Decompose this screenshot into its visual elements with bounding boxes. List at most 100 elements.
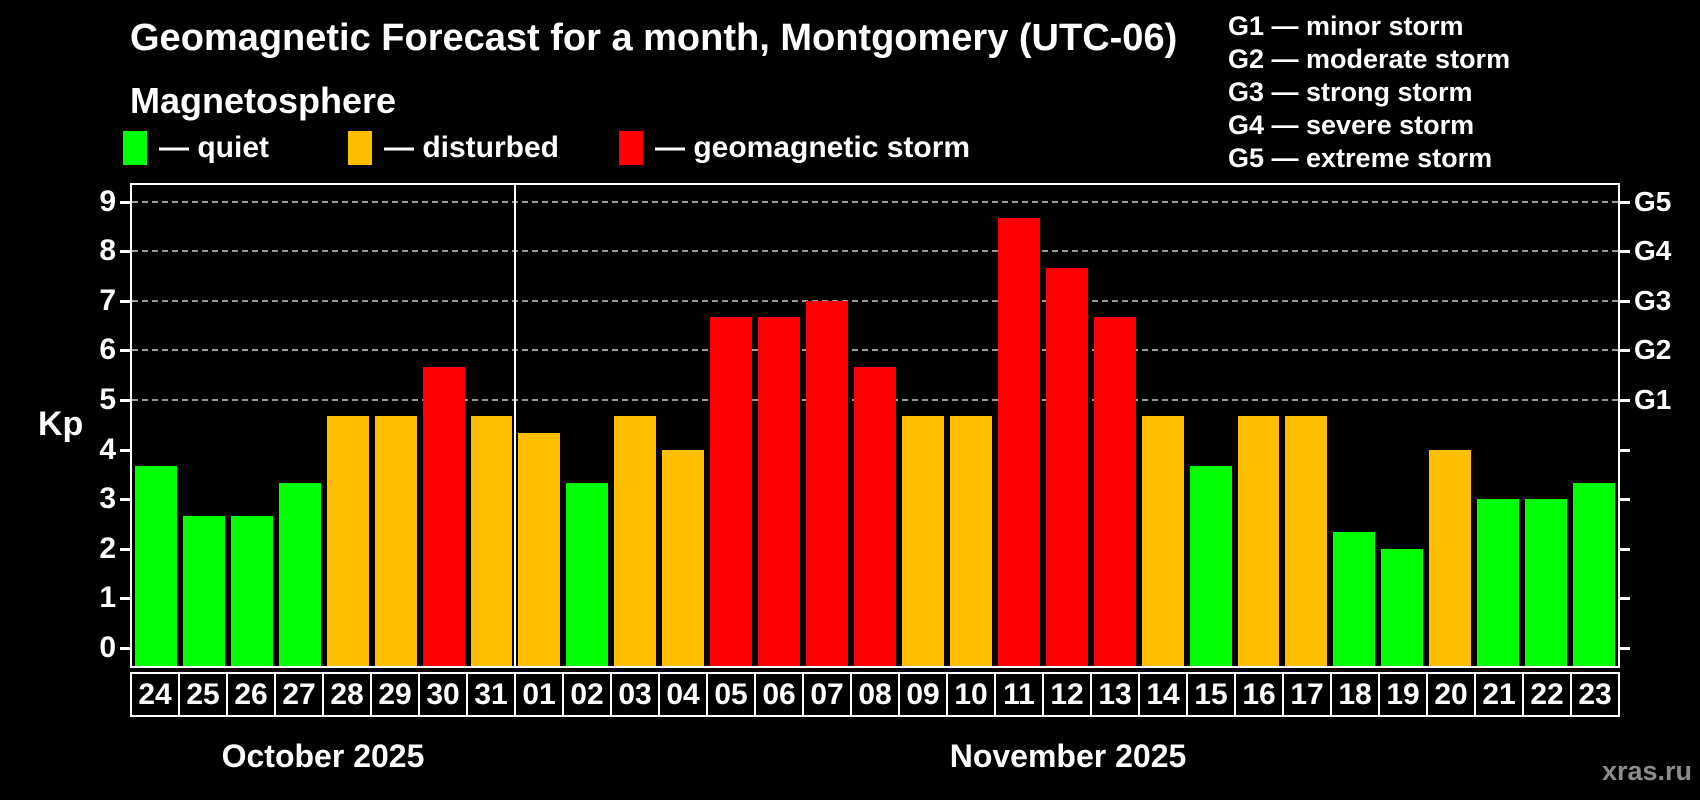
left-tick-kp-9 [120, 200, 130, 204]
right-tick-kp-3 [1620, 498, 1630, 502]
date-cell-november-11: 11 [994, 672, 1044, 717]
g5-legend-line: G5 — extreme storm [1228, 143, 1493, 173]
right-tick-kp-6 [1620, 349, 1630, 353]
date-cell-october-29: 29 [370, 672, 420, 717]
y-tick-label-3: 3 [99, 482, 116, 516]
gridline-kp-9 [132, 200, 1618, 203]
month-separator-line [514, 185, 517, 666]
date-cell-november-17: 17 [1282, 672, 1332, 717]
left-tick-kp-0 [120, 647, 130, 650]
date-cell-november-23: 23 [1570, 672, 1620, 717]
date-cell-october-31: 31 [466, 672, 516, 717]
kp-bar-november-11 [997, 217, 1040, 666]
y-tick-label-7: 7 [99, 283, 116, 317]
date-cell-november-16: 16 [1234, 672, 1284, 717]
month-label-november: November 2025 [949, 738, 1187, 774]
left-tick-kp-5 [120, 399, 130, 402]
y-tick-label-6: 6 [99, 333, 116, 367]
date-cell-november-12: 12 [1042, 672, 1092, 717]
watermark: xras.ru [1601, 756, 1692, 786]
kp-bar-november-18 [1333, 532, 1376, 666]
date-cell-november-04: 04 [658, 672, 708, 717]
chart-subtitle: Magnetosphere [130, 80, 397, 121]
date-cell-november-22: 22 [1522, 672, 1572, 717]
y-tick-label-8: 8 [99, 234, 116, 268]
kp-bar-november-09 [901, 416, 944, 666]
kp-bar-november-12 [1045, 267, 1088, 666]
storm-swatch-icon [619, 131, 643, 165]
right-tick-kp-4 [1620, 448, 1630, 452]
date-cell-november-15: 15 [1186, 672, 1236, 717]
kp-bar-october-24 [135, 465, 177, 666]
quiet-swatch-icon [123, 131, 147, 165]
g-scale-legend: G1 — minor storm G2 — moderate storm G3 … [1228, 10, 1510, 175]
g3-legend-line: G3 — strong storm [1228, 77, 1473, 107]
right-tick-kp-5 [1620, 399, 1630, 402]
right-tick-kp-8 [1620, 250, 1630, 254]
date-cell-november-09: 09 [898, 672, 948, 717]
month-label-october: October 2025 [221, 738, 425, 774]
y-tick-label-1: 1 [99, 581, 116, 615]
kp-bar-november-23 [1573, 482, 1615, 666]
right-tick-kp-7 [1620, 299, 1630, 303]
date-cell-november-05: 05 [706, 672, 756, 717]
right-tick-kp-1 [1620, 597, 1630, 601]
left-tick-kp-3 [120, 498, 130, 502]
gridline-kp-6 [132, 349, 1618, 352]
date-cell-november-20: 20 [1426, 672, 1476, 717]
kp-bar-november-14 [1141, 416, 1184, 666]
kp-bar-november-20 [1429, 449, 1472, 666]
date-cell-november-14: 14 [1138, 672, 1188, 717]
date-cell-october-28: 28 [322, 672, 372, 717]
right-tick-kp-0 [1620, 647, 1630, 650]
g-scale-label-g1: G1 [1634, 384, 1672, 415]
page-title: Geomagnetic Forecast for a month, Montgo… [130, 17, 1178, 59]
left-tick-kp-8 [120, 250, 130, 254]
y-tick-label-5: 5 [99, 383, 116, 416]
date-cell-november-02: 02 [562, 672, 612, 717]
left-tick-kp-1 [120, 597, 130, 601]
g1-legend-line: G1 — minor storm [1228, 11, 1464, 41]
g2-legend-line: G2 — moderate storm [1228, 44, 1511, 74]
y-tick-label-2: 2 [99, 531, 116, 565]
kp-bar-november-22 [1525, 499, 1568, 666]
plot-area: 0 1 2 3 4 5 6 7 8 9 G1 G2 G3 G4 G5 [99, 183, 1671, 668]
g-scale-label-g2: G2 [1634, 334, 1672, 366]
date-cell-november-13: 13 [1090, 672, 1140, 717]
legend-label-storm: — geomagnetic storm [655, 131, 971, 164]
date-cell-october-25: 25 [178, 672, 228, 717]
kp-bar-october-31 [470, 416, 513, 666]
kp-bar-november-17 [1285, 416, 1328, 666]
left-tick-kp-6 [120, 349, 130, 353]
legend-label-disturbed: — disturbed [384, 131, 560, 164]
y-tick-label-9: 9 [99, 184, 116, 218]
kp-bar-november-08 [854, 366, 896, 666]
date-cell-november-10: 10 [946, 672, 996, 717]
date-cell-november-08: 08 [850, 672, 900, 717]
date-cell-october-26: 26 [226, 672, 276, 717]
g-scale-label-g5: G5 [1634, 185, 1672, 217]
kp-bar-october-25 [182, 515, 225, 666]
date-cell-november-07: 07 [802, 672, 852, 717]
g-scale-label-g4: G4 [1634, 235, 1672, 267]
gridline-kp-8 [132, 250, 1618, 253]
date-cell-november-19: 19 [1378, 672, 1428, 717]
kp-bar-november-07 [806, 300, 849, 666]
kp-bar-november-06 [758, 317, 801, 666]
legend-label-quiet: — quiet [159, 131, 269, 164]
kp-bar-october-29 [374, 416, 417, 666]
date-cell-october-27: 27 [274, 672, 324, 717]
kp-bar-october-30 [422, 366, 465, 666]
right-tick-kp-2 [1620, 547, 1630, 551]
gridline-kp-7 [132, 299, 1618, 302]
date-cell-november-06: 06 [754, 672, 804, 717]
kp-bar-november-21 [1477, 499, 1520, 666]
left-tick-kp-7 [120, 299, 130, 303]
date-cell-november-01: 01 [514, 672, 564, 717]
kp-bar-november-19 [1381, 548, 1424, 666]
kp-bar-october-27 [278, 482, 321, 666]
y-tick-label-0: 0 [99, 631, 116, 664]
disturbed-swatch-icon [348, 131, 372, 165]
kp-bar-november-04 [662, 449, 705, 666]
